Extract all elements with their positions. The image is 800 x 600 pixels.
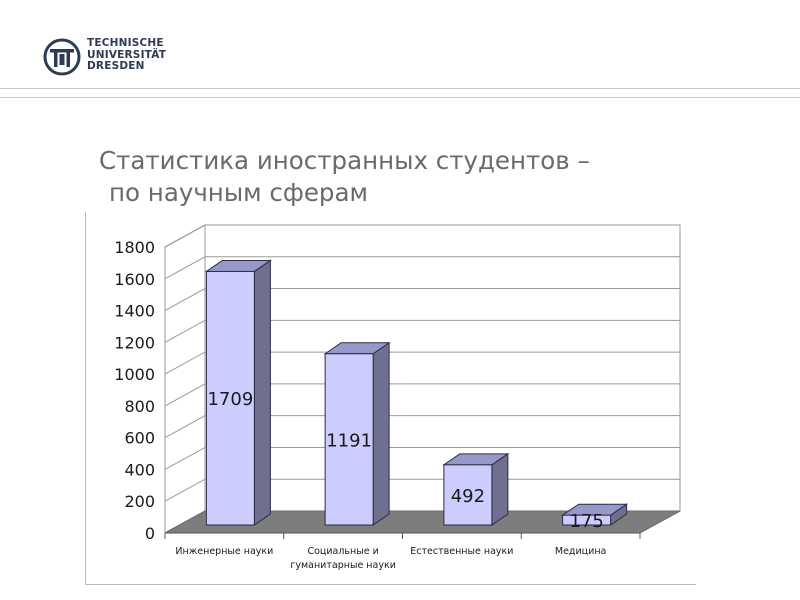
bar bbox=[562, 514, 612, 526]
y-tick-label: 1800 bbox=[114, 238, 155, 257]
gridline bbox=[164, 256, 680, 280]
y-tick-label: 1600 bbox=[114, 270, 155, 289]
x-tick-label: Инженерные науки bbox=[175, 546, 273, 557]
gridline bbox=[164, 288, 680, 311]
logo-line: UNIVERSITÄT bbox=[87, 48, 167, 61]
slide-title-line: Статистика иностранных студентов – bbox=[99, 146, 590, 175]
bar-side bbox=[491, 452, 509, 526]
y-tick-label: 0 bbox=[145, 524, 155, 543]
y-tick-label: 800 bbox=[124, 397, 155, 416]
data-label: 1709 bbox=[207, 389, 253, 410]
tu-dresden-emblem-icon bbox=[43, 38, 81, 76]
gridline bbox=[164, 319, 680, 343]
data-label: 492 bbox=[451, 486, 485, 507]
header-divider bbox=[0, 97, 800, 98]
bar-side bbox=[372, 341, 390, 526]
chart-frame bbox=[85, 212, 696, 585]
logo-line: DRESDEN bbox=[87, 60, 145, 72]
y-tick-label: 1000 bbox=[114, 365, 155, 384]
y-tick-label: 1200 bbox=[114, 333, 155, 352]
tu-dresden-logo: TECHNISCHE UNIVERSITÄT DRESDEN bbox=[43, 37, 193, 78]
logo-line: TECHNISCHE bbox=[87, 37, 164, 49]
gridline bbox=[164, 351, 680, 375]
data-label: 1191 bbox=[326, 430, 372, 451]
x-tick-label: Медицина bbox=[555, 546, 606, 557]
slide-title-line: по научным сферам bbox=[109, 178, 368, 207]
bar bbox=[324, 353, 374, 526]
bar-side bbox=[253, 259, 271, 526]
chart-side-wall bbox=[164, 224, 206, 534]
header-divider bbox=[0, 88, 800, 89]
bar bbox=[205, 270, 255, 526]
x-tick-label: гуманитарные науки bbox=[290, 560, 396, 571]
chart-back-wall bbox=[204, 224, 681, 512]
gridline bbox=[164, 383, 680, 407]
x-tick-label: Естественные науки bbox=[410, 546, 513, 557]
bar bbox=[443, 464, 493, 526]
slide-title: Статистика иностранных студентов – по на… bbox=[99, 145, 590, 209]
y-tick-label: 400 bbox=[124, 460, 155, 479]
logo-wordmark: TECHNISCHE UNIVERSITÄT DRESDEN bbox=[87, 37, 197, 73]
gridline bbox=[164, 224, 680, 248]
gridline bbox=[164, 446, 680, 470]
y-tick-label: 200 bbox=[124, 492, 155, 511]
x-tick-label: Социальные и bbox=[307, 546, 378, 557]
y-tick-label: 600 bbox=[124, 429, 155, 448]
gridline bbox=[164, 478, 680, 502]
gridline bbox=[164, 415, 680, 439]
data-label: 175 bbox=[569, 511, 603, 532]
y-tick-label: 1400 bbox=[114, 302, 155, 321]
